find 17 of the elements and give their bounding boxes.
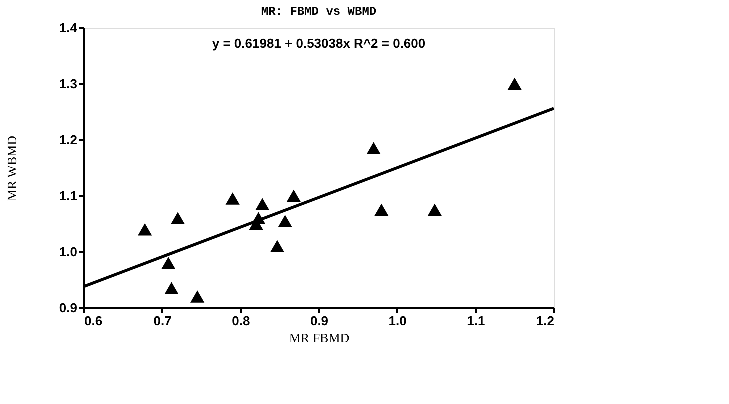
x-tick-label: 1.2 xyxy=(536,314,554,328)
y-tick-label: 1.1 xyxy=(59,188,78,204)
x-tick-label: 0.8 xyxy=(232,314,250,328)
x-axis-title: MR FBMD xyxy=(289,330,350,346)
chart-title: MR: FBMD vs WBMD xyxy=(261,5,377,19)
x-tick-label: 0.6 xyxy=(84,314,103,328)
y-axis-title: MR WBMD xyxy=(4,136,20,202)
x-tick-label: 0.9 xyxy=(310,314,329,328)
x-tick-label: 1.1 xyxy=(467,314,486,328)
y-tick-label: 1.0 xyxy=(59,244,78,260)
y-tick-label: 0.9 xyxy=(59,300,78,316)
y-tick-label: 1.4 xyxy=(59,20,78,36)
y-tick-label: 1.2 xyxy=(59,132,78,148)
annotation: y = 0.61981 + 0.53038x R^2 = 0.600 xyxy=(212,36,426,51)
y-tick-label: 1.3 xyxy=(59,76,78,92)
x-tick-label: 1.0 xyxy=(388,314,407,328)
x-tick-label: 0.7 xyxy=(154,314,172,328)
